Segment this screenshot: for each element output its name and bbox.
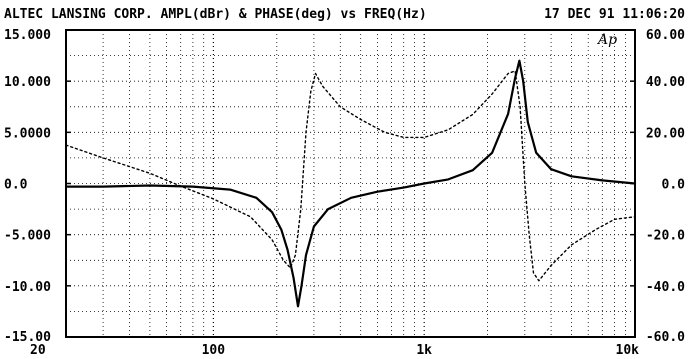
y-left-tick-label: -15.00 [4,330,51,345]
y-left-tick-label: 10.000 [4,75,51,90]
y-left-tick-label: 15.000 [4,28,51,43]
y-right-tick-label: 40.00 [646,75,685,90]
axis-labels: 15.000 10.000 5.0000 0.0 -5.000 -10.00 -15.00 6… [4,28,685,358]
chart-title: ALTEC LANSING CORP. AMPL(dBr) & PHASE(de… [4,7,427,22]
y-right-tick-label: -60.0 [646,330,685,345]
y-right-tick-label: -40.0 [646,280,685,295]
x-tick-label: 1k [416,343,432,358]
timestamp: 17 DEC 91 11:06:20 [544,7,685,22]
x-tick-label: 100 [202,343,226,358]
y-right-tick-label: -20.0 [646,229,685,244]
y-left-tick-label: 0.0 [4,178,28,193]
x-tick-label: 10k [616,343,640,358]
y-left-tick-label: -10.00 [4,280,51,295]
y-right-tick-label: 60.00 [646,28,685,43]
phase-series-line [65,70,636,282]
amplitude-series-line [64,59,637,308]
y-left-tick-label: -5.000 [4,229,51,244]
y-left-tick-label: 5.0000 [4,126,51,141]
x-tick-label: 20 [30,343,46,358]
handwritten-mark: Ap [596,32,617,48]
plot-frame [65,29,636,338]
grid [66,29,635,338]
y-right-tick-label: 20.00 [646,126,685,141]
series-layer [64,59,637,308]
y-right-tick-label: 0.0 [662,178,686,193]
